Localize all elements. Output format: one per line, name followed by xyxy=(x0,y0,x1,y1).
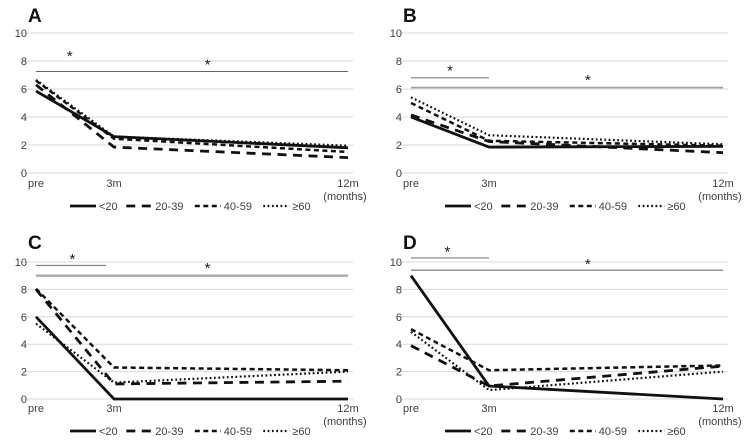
significance-asterisk-1: * xyxy=(444,244,450,261)
series-line-4059 xyxy=(35,79,349,154)
panel-C: 0 2 4 6 8 10 * * pre 3m 12m (months) <20 20-39 40-59 ≥6… xyxy=(0,220,375,441)
y-tick-label: 10 xyxy=(390,257,402,269)
panel-title-B: B xyxy=(403,6,417,27)
x-tick-label: pre xyxy=(403,403,419,415)
y-tick-label: 8 xyxy=(396,284,402,296)
chart-C: 0 2 4 6 8 10 * * pre 3m 12m(months) <20 20-39 40-59 ≥6… xyxy=(15,233,367,438)
x-tick-label: 3m xyxy=(481,403,496,415)
y-tick-label: 4 xyxy=(21,339,27,351)
chart-A: 0 2 4 6 8 10 * * pre 3m 12m(months) <20 20-39 40-59 ≥6… xyxy=(15,6,367,213)
x-tick-label: 3m xyxy=(106,178,121,190)
series-line-60 xyxy=(35,79,349,147)
x-tick-label: pre xyxy=(403,178,419,190)
series-line-4059 xyxy=(410,328,724,372)
y-tick-label: 2 xyxy=(21,140,27,152)
legend-label: 40-59 xyxy=(224,201,252,213)
y-tick-label: 2 xyxy=(396,140,402,152)
y-tick-label: 0 xyxy=(396,168,402,180)
panel-title-A: A xyxy=(28,6,42,27)
y-tick-label: 6 xyxy=(396,84,402,96)
x-tick-label: pre xyxy=(28,178,44,190)
panel-D: 0 2 4 6 8 10 * * pre 3m 12m (months) <20 20-39 40-59 ≥6… xyxy=(375,220,750,441)
series-line-20 xyxy=(35,89,349,150)
series-line-4059 xyxy=(410,101,724,147)
legend-label: <20 xyxy=(474,201,493,213)
y-tick-label: 10 xyxy=(15,257,27,269)
x-axis-unit-label: (months) xyxy=(323,416,366,428)
series-line-60 xyxy=(410,330,724,392)
series-line-60 xyxy=(35,322,349,384)
x-axis-unit-label: (months) xyxy=(698,416,741,428)
panel-title-C: C xyxy=(28,233,42,254)
y-tick-label: 8 xyxy=(21,284,27,296)
significance-asterisk-1: * xyxy=(67,48,73,65)
x-tick-label: 3m xyxy=(481,178,496,190)
significance-asterisk-2: * xyxy=(205,260,211,277)
panel-B: 0 2 4 6 8 10 * * pre 3m 12m (months) <20 20-39 40-59 ≥6… xyxy=(375,0,750,220)
y-tick-label: 6 xyxy=(21,84,27,96)
legend-label: <20 xyxy=(99,201,118,213)
legend-label: ≥60 xyxy=(292,426,310,438)
series-line-20 xyxy=(409,274,724,401)
significance-asterisk-2: * xyxy=(585,72,591,89)
y-tick-label: 10 xyxy=(15,28,27,40)
x-axis-unit-label: (months) xyxy=(698,191,741,203)
legend-label: 40-59 xyxy=(224,426,252,438)
y-tick-label: 4 xyxy=(21,112,27,124)
y-tick-label: 6 xyxy=(21,312,27,324)
y-tick-label: 2 xyxy=(21,367,27,379)
panel-A: 0 2 4 6 8 10 * * pre 3m 12m (months) <20 20-39 40-59 ≥6… xyxy=(0,0,375,220)
chart-D: 0 2 4 6 8 10 * * pre 3m 12m(months) <20 20-39 40-59 ≥6… xyxy=(390,233,742,438)
x-tick-label: 3m xyxy=(106,403,121,415)
y-tick-label: 0 xyxy=(396,394,402,406)
y-tick-label: 4 xyxy=(396,112,402,124)
x-tick-label: 12m xyxy=(712,403,733,415)
x-tick-label: 12m xyxy=(337,403,358,415)
legend-label: ≥60 xyxy=(292,201,310,213)
legend-label: 20-39 xyxy=(530,201,558,213)
y-tick-label: 4 xyxy=(396,339,402,351)
legend-label: <20 xyxy=(99,426,118,438)
x-axis-unit-label: (months) xyxy=(323,191,366,203)
series-line-20 xyxy=(34,315,348,401)
legend-label: 40-59 xyxy=(599,426,627,438)
chart-B: 0 2 4 6 8 10 * * pre 3m 12m(months) <20 20-39 40-59 ≥6… xyxy=(390,6,742,213)
y-tick-label: 8 xyxy=(21,56,27,68)
y-tick-label: 2 xyxy=(396,367,402,379)
legend-label: ≥60 xyxy=(667,201,685,213)
series-line-20 xyxy=(410,115,724,149)
x-tick-label: pre xyxy=(28,403,44,415)
y-tick-label: 6 xyxy=(396,312,402,324)
legend-label: 40-59 xyxy=(599,201,627,213)
significance-asterisk-2: * xyxy=(205,56,211,73)
y-tick-label: 8 xyxy=(396,56,402,68)
significance-asterisk-1: * xyxy=(69,251,75,268)
panel-title-D: D xyxy=(403,233,417,254)
significance-asterisk-2: * xyxy=(585,256,591,273)
series-line-60 xyxy=(410,96,724,146)
series-line-2039 xyxy=(35,83,349,159)
x-tick-label: 12m xyxy=(337,178,358,190)
legend-label: 20-39 xyxy=(155,201,183,213)
legend-label: 20-39 xyxy=(530,426,558,438)
legend-label: 20-39 xyxy=(155,426,183,438)
y-tick-label: 10 xyxy=(390,28,402,40)
x-tick-label: 12m xyxy=(712,178,733,190)
series-line-4059 xyxy=(35,287,349,372)
legend-label: <20 xyxy=(474,426,493,438)
y-tick-label: 0 xyxy=(21,168,27,180)
y-tick-label: 0 xyxy=(21,394,27,406)
legend-label: ≥60 xyxy=(667,426,685,438)
significance-asterisk-1: * xyxy=(447,63,453,80)
